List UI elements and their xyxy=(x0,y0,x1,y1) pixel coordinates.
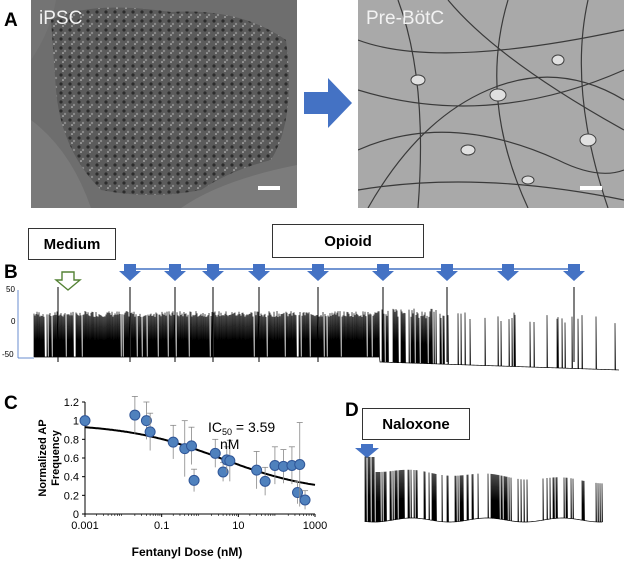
x-tick-label-2: 10 xyxy=(232,520,244,532)
naloxone-label: Naloxone xyxy=(382,415,450,433)
data-point-0 xyxy=(79,415,91,427)
ic50-annotation: IC50 = 3.59 xyxy=(208,419,275,437)
ic50-unit: nM xyxy=(220,436,239,452)
ipsc-label: iPSC xyxy=(39,8,83,29)
opioid-label-box: Opioid xyxy=(272,224,424,258)
naloxone-label-box: Naloxone xyxy=(362,408,470,440)
opioid-arrow-icon-4 xyxy=(248,264,270,281)
trace-tick-50: 50 xyxy=(6,285,15,294)
opioid-trace-panel: 50 0 -50 xyxy=(2,264,620,371)
opioid-arrow-icon-3 xyxy=(202,264,224,281)
naloxone-voltage-trace xyxy=(364,456,603,523)
x-tick-label-1: 0.1 xyxy=(154,520,169,532)
opioid-arrow-icon-8 xyxy=(497,264,519,281)
differentiation-arrow-icon xyxy=(304,78,352,128)
y-tick-label-4: 0.8 xyxy=(64,434,79,446)
opioid-arrow-icon-6 xyxy=(372,264,394,281)
naloxone-trace-panel xyxy=(355,444,603,523)
opioid-label: Opioid xyxy=(324,232,372,250)
y-tick-label-3: 0.6 xyxy=(64,453,79,465)
medium-arrow-icon xyxy=(54,271,82,291)
data-point-4 xyxy=(167,436,179,448)
pre-botc-micrograph: Pre-BötC xyxy=(358,0,624,208)
data-point-6 xyxy=(185,440,197,452)
trace-tick-neg50: -50 xyxy=(2,350,14,359)
x-tick-label-0: 0.001 xyxy=(71,520,99,532)
x-axis-label: Fentanyl Dose (nM) xyxy=(132,545,243,559)
data-point-9 xyxy=(217,466,229,478)
data-point-1 xyxy=(129,409,141,421)
opioid-arrow-icon-2 xyxy=(164,264,186,281)
opioid-voltage-trace xyxy=(33,308,620,371)
data-point-2 xyxy=(140,415,152,427)
x-tick-label-3: 1000 xyxy=(303,520,327,532)
panel-letter-b: B xyxy=(4,262,18,283)
y-tick-label-5: 1 xyxy=(73,416,79,428)
y-tick-label-6: 1.2 xyxy=(64,397,79,409)
ipsc-scale-bar xyxy=(258,186,280,190)
data-point-19 xyxy=(299,494,311,506)
opioid-arrow-icon-5 xyxy=(307,264,329,281)
naloxone-arrow-icon xyxy=(355,444,379,458)
data-point-7 xyxy=(188,474,200,486)
y-tick-label-1: 0.2 xyxy=(64,490,79,502)
data-point-8 xyxy=(209,447,221,459)
dose-response-chart: 0 0.2 0.4 0.6 0.8 1 1.2 0.001 0.1 10 1000 Normaliz… xyxy=(37,396,327,559)
pre-botc-label: Pre-BötC xyxy=(366,8,445,29)
ipsc-micrograph: iPSC xyxy=(31,0,297,208)
data-point-17 xyxy=(292,487,304,499)
trace-tick-0: 0 xyxy=(11,317,16,326)
data-point-3 xyxy=(144,426,156,438)
opioid-arrow-icon-9 xyxy=(563,264,585,281)
opioid-arrow-icon-1 xyxy=(119,264,141,281)
medium-label: Medium xyxy=(43,235,101,253)
data-point-18 xyxy=(294,459,306,471)
panel-letter-c: C xyxy=(4,393,18,414)
y-tick-label-0: 0 xyxy=(73,509,79,521)
fit-curve xyxy=(84,426,316,486)
panel-letter-d: D xyxy=(345,400,359,421)
data-point-11 xyxy=(224,455,236,467)
pre-botc-scale-bar xyxy=(580,186,602,190)
y-axis-label: Normalized APFrequency xyxy=(37,419,62,496)
y-tick-label-2: 0.4 xyxy=(64,472,79,484)
opioid-arrow-icon-7 xyxy=(436,264,458,281)
panel-letter-a: A xyxy=(4,10,18,31)
data-point-12 xyxy=(251,464,263,476)
opioid-arrows-group xyxy=(119,264,585,281)
medium-label-box: Medium xyxy=(28,228,116,260)
data-point-13 xyxy=(259,475,271,487)
